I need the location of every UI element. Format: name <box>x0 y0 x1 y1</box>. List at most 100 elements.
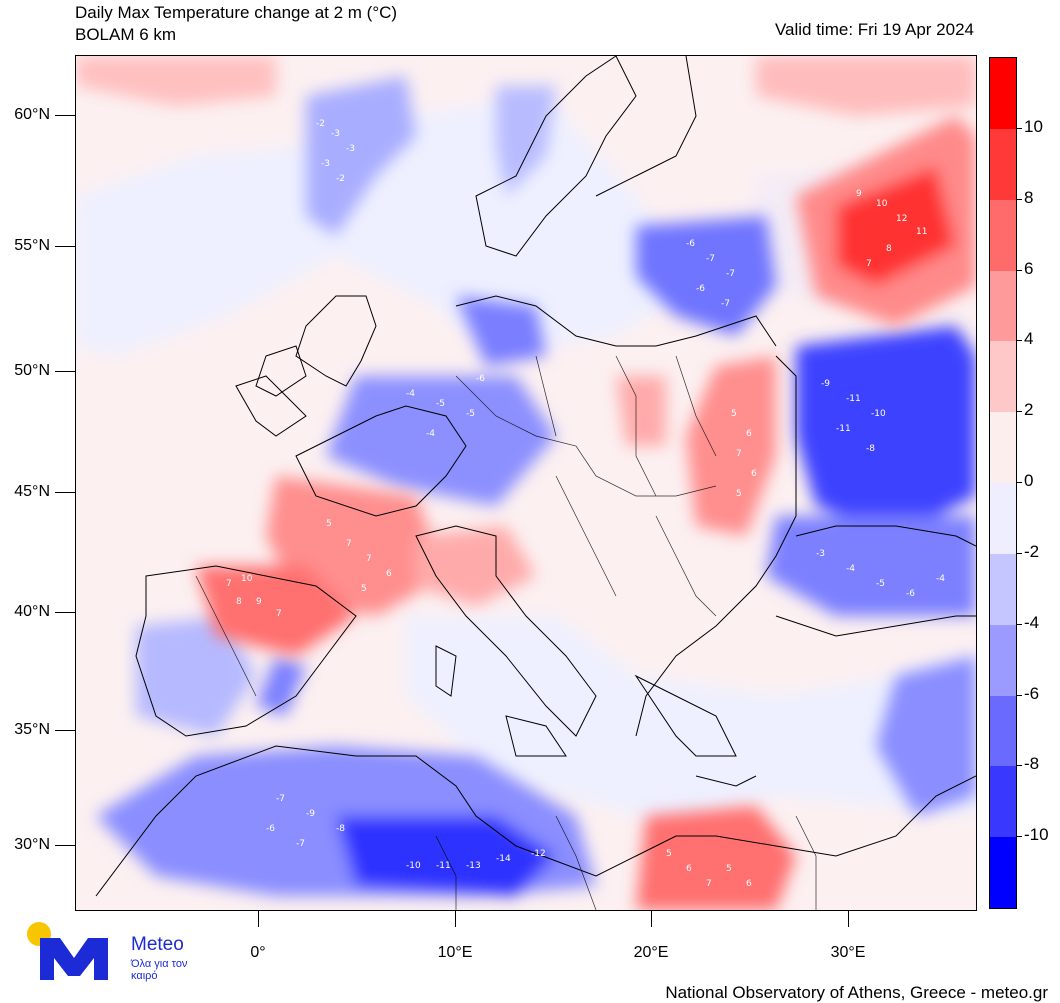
colorbar-label: -4 <box>1024 612 1040 632</box>
value-label: -12 <box>531 849 546 859</box>
value-label: 7 <box>366 554 372 564</box>
value-label: -5 <box>466 409 475 419</box>
value-label: 5 <box>726 864 732 874</box>
value-label: -6 <box>906 589 915 599</box>
lon-tick <box>848 911 849 927</box>
value-label: -7 <box>296 839 305 849</box>
value-label: 6 <box>746 879 752 889</box>
borders <box>195 355 817 910</box>
colorbar-tick <box>1017 836 1022 838</box>
value-label: 9 <box>856 189 862 199</box>
map-title: Daily Max Temperature change at 2 m (°C)… <box>75 2 397 46</box>
colorbar-segment <box>990 270 1016 342</box>
lat-tick <box>55 492 75 493</box>
value-label: -7 <box>276 794 285 804</box>
colorbar-label: -2 <box>1024 541 1040 561</box>
value-label: -3 <box>816 549 825 559</box>
colorbar-label: 0 <box>1024 471 1034 490</box>
value-label: 7 <box>346 539 352 549</box>
lat-tick <box>55 845 75 846</box>
value-label: -8 <box>336 824 345 834</box>
colorbar-tick <box>1017 694 1022 696</box>
coastlines <box>95 56 976 897</box>
footer-credit: National Observatory of Athens, Greece -… <box>665 983 1048 1002</box>
lon-label: 0° <box>250 944 266 961</box>
lat-label: 35°N <box>14 721 50 738</box>
value-label: -11 <box>846 394 861 404</box>
value-label: -7 <box>721 299 730 309</box>
colorbar-tick <box>1017 552 1022 554</box>
value-label: -6 <box>686 239 695 249</box>
colorbar-segment <box>990 412 1016 484</box>
value-label: 7 <box>276 609 282 619</box>
lat-label: 40°N <box>14 603 50 620</box>
value-label: 5 <box>361 584 367 594</box>
value-label: -7 <box>706 254 715 264</box>
temperature-map: -2 -3 -3 -3 -2 9 10 12 11 8 7 -6 -7 -7 -… <box>75 55 977 911</box>
colorbar-tick <box>1017 623 1022 625</box>
logo-tagline: Όλα για τον καιρό <box>131 958 188 982</box>
lat-label: 60°N <box>14 106 50 123</box>
colorbar-label: 6 <box>1024 258 1034 278</box>
colorbar-segment <box>990 695 1016 767</box>
colorbar-label: 2 <box>1024 400 1034 420</box>
value-label: -4 <box>936 574 945 584</box>
lat-tick <box>55 246 75 247</box>
title-line-1: Daily Max Temperature change at 2 m (°C) <box>75 3 398 22</box>
colorbar-label: 8 <box>1024 187 1034 207</box>
value-label: -10 <box>406 861 421 871</box>
lat-tick <box>55 730 75 731</box>
lon-label: 30°E <box>830 944 866 961</box>
map-canvas: -2 -3 -3 -3 -2 9 10 12 11 8 7 -6 -7 -7 -… <box>76 56 976 910</box>
value-label: -11 <box>436 861 451 871</box>
value-label: -11 <box>836 424 851 434</box>
field-cold <box>96 76 976 896</box>
field-warm <box>76 56 976 910</box>
colorbar-tick <box>1017 411 1022 413</box>
colorbar-label: -6 <box>1024 683 1040 703</box>
value-label: 6 <box>751 469 757 479</box>
lat-tick <box>55 612 75 613</box>
value-label: 9 <box>256 597 262 607</box>
colorbar-tick <box>1017 765 1022 767</box>
value-label: 5 <box>666 849 672 859</box>
value-label: -8 <box>866 444 875 454</box>
logo-name: Meteo <box>131 934 184 955</box>
lat-label: 45°N <box>14 483 50 500</box>
lat-tick <box>55 115 75 116</box>
lon-tick <box>455 911 456 927</box>
value-label: -2 <box>336 174 345 184</box>
lat-label: 30°N <box>14 836 50 853</box>
value-label: -9 <box>821 379 830 389</box>
value-label: -9 <box>306 809 315 819</box>
colorbar-tick <box>1017 198 1022 200</box>
lat-label: 50°N <box>14 362 50 379</box>
title-line-2: BOLAM 6 km <box>75 25 177 44</box>
value-label: 6 <box>686 864 692 874</box>
colorbar-segment <box>990 199 1016 271</box>
colorbar-segment <box>990 483 1016 555</box>
value-label: 7 <box>706 879 712 889</box>
value-label: -4 <box>426 429 435 439</box>
anomaly-labels: -2 -3 -3 -3 -2 9 10 12 11 8 7 -6 -7 -7 -… <box>226 119 945 889</box>
lon-tick <box>651 911 652 927</box>
colorbar-segment <box>990 624 1016 696</box>
value-label: 7 <box>736 449 742 459</box>
value-label: -5 <box>876 579 885 589</box>
colorbar-segment <box>990 553 1016 626</box>
value-label: 6 <box>386 569 392 579</box>
value-label: -6 <box>476 374 485 384</box>
value-label: 8 <box>236 597 242 607</box>
value-label: -14 <box>496 854 511 864</box>
colorbar-label: 10 <box>1024 116 1043 136</box>
colorbar-segment <box>990 128 1016 201</box>
valid-time: Valid time: Fri 19 Apr 2024 <box>774 20 974 39</box>
lon-label: 10°E <box>437 944 473 961</box>
value-label: -13 <box>466 861 481 871</box>
value-label: 7 <box>226 579 232 589</box>
value-label: 7 <box>866 259 872 269</box>
meteo-logo <box>27 922 108 980</box>
value-label: 10 <box>876 199 888 209</box>
value-label: 5 <box>326 519 332 529</box>
value-label: -5 <box>436 399 445 409</box>
